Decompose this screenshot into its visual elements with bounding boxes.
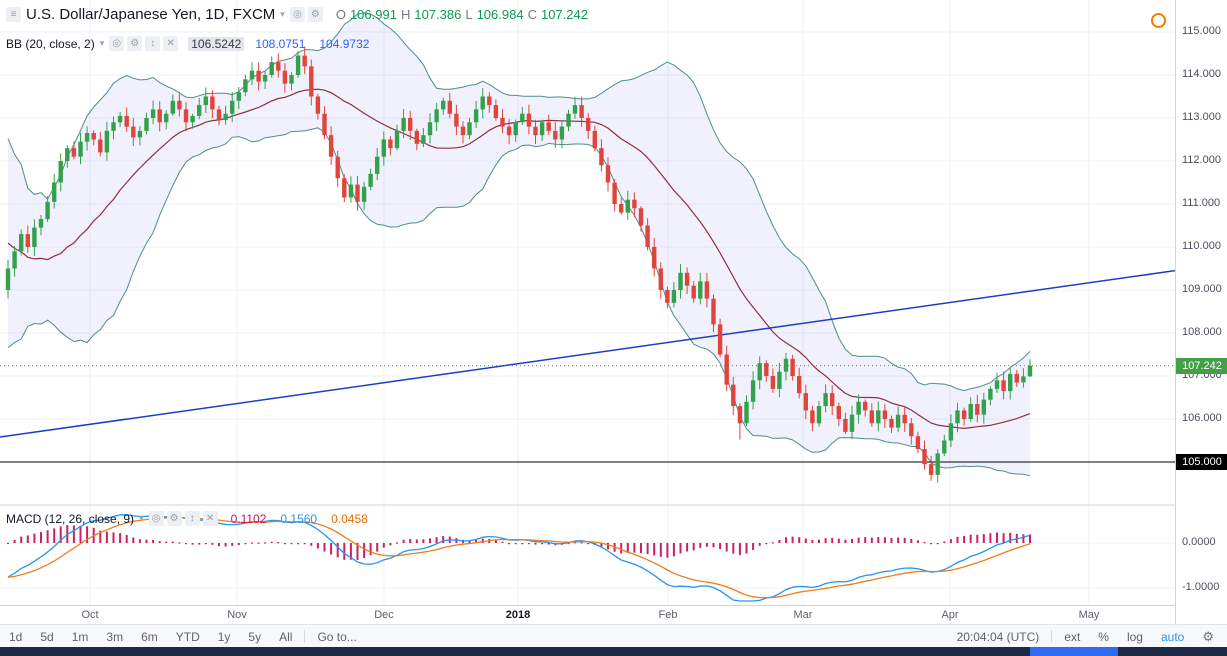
- symbol-menu-icon[interactable]: ≡: [6, 7, 21, 22]
- high-label: H: [400, 7, 411, 22]
- eye-icon[interactable]: ◎: [109, 36, 125, 51]
- toolbar-divider: [1051, 630, 1053, 643]
- macd-values: 0.1102 0.1560 0.0458: [228, 512, 371, 526]
- eye-icon[interactable]: ◎: [148, 511, 164, 526]
- time-axis-label: Oct: [81, 609, 99, 621]
- range-button-1y[interactable]: 1y: [217, 629, 231, 644]
- bb-indicator-label[interactable]: BB (20, close, 2): [6, 36, 95, 51]
- price-axis-label: 114.000: [1182, 68, 1221, 80]
- price-axis-label: 110.000: [1182, 240, 1221, 252]
- close-icon[interactable]: ✕: [163, 36, 179, 51]
- indicator-value: 108.0751: [255, 36, 306, 51]
- percent-scale-toggle[interactable]: %: [1098, 629, 1109, 644]
- symbol-title[interactable]: U.S. Dollar/Japanese Yen, 1D, FXCM: [26, 6, 276, 23]
- horizontal-scrollbar[interactable]: [0, 647, 1227, 656]
- range-button-5d[interactable]: 5d: [40, 629, 54, 644]
- price-axis-label: 106.000: [1182, 412, 1222, 424]
- eye-icon[interactable]: ◎: [289, 7, 305, 22]
- gear-icon[interactable]: ⚙: [127, 36, 143, 51]
- scrollbar-thumb[interactable]: [1030, 647, 1118, 656]
- bb-values: 106.5242 108.0751 104.9732: [188, 36, 372, 51]
- price-axis-label: 113.000: [1182, 111, 1221, 123]
- settings-gear-icon[interactable]: ⚙: [1202, 628, 1214, 644]
- close-icon[interactable]: ✕: [202, 511, 218, 526]
- time-axis-label: Apr: [941, 609, 959, 621]
- time-axis-label: Mar: [793, 609, 813, 621]
- close-label: C: [527, 7, 537, 22]
- last-price-badge: 107.242: [1176, 357, 1227, 374]
- price-axis-label: 108.000: [1182, 326, 1222, 338]
- close-value: 107.242: [540, 7, 588, 22]
- move-icon[interactable]: ↕: [145, 36, 161, 51]
- price-axis-label: 115.000: [1182, 25, 1221, 37]
- clock-timezone-button[interactable]: 20:04:04 (UTC): [956, 629, 1040, 644]
- indicator-value: 0.1560: [280, 511, 318, 526]
- goto-button[interactable]: Go to...: [317, 629, 357, 644]
- level-price-badge: 105.000: [1176, 454, 1227, 470]
- range-button-1m[interactable]: 1m: [71, 629, 89, 644]
- time-axis-label: Nov: [227, 609, 247, 621]
- auto-scale-toggle[interactable]: auto: [1160, 629, 1185, 644]
- time-axis-label: May: [1078, 609, 1100, 621]
- chevron-down-icon[interactable]: ▾: [99, 38, 105, 48]
- gear-icon[interactable]: ⚙: [307, 7, 323, 22]
- range-button-6m[interactable]: 6m: [141, 629, 158, 644]
- time-axis-label: 2018: [505, 609, 531, 621]
- range-button-3m[interactable]: 3m: [106, 629, 124, 644]
- indicator-value: 0.0458: [331, 511, 368, 526]
- indicator-value: 0.1102: [230, 511, 267, 526]
- price-axis-label: 109.000: [1182, 283, 1222, 295]
- range-button-group: 1d 5d 1m 3m 6m YTD 1y 5y All: [0, 630, 301, 644]
- low-value: 106.984: [476, 7, 524, 22]
- time-axis[interactable]: Oct Nov Dec 2018 Feb Mar Apr May: [0, 605, 1175, 625]
- symbol-legend: ≡ U.S. Dollar/Japanese Yen, 1D, FXCM ▾ ◎…: [6, 6, 588, 23]
- bottom-toolbar: 1d 5d 1m 3m 6m YTD 1y 5y All Go to... 20:04:04 (…: [0, 624, 1227, 648]
- ohlc-readout: O 106.991 H 107.386 L 106.984 C 107.242: [336, 7, 588, 22]
- macd-axis-label: 0.0000: [1182, 536, 1216, 548]
- range-button-ytd[interactable]: YTD: [175, 629, 200, 644]
- ext-hours-toggle[interactable]: ext: [1064, 629, 1081, 644]
- gear-icon[interactable]: ⚙: [166, 511, 182, 526]
- range-button-all[interactable]: All: [279, 629, 293, 644]
- range-button-1d[interactable]: 1d: [9, 629, 23, 644]
- macd-indicator-label[interactable]: MACD (12, 26, close, 9): [6, 511, 135, 526]
- range-button-5y[interactable]: 5y: [248, 629, 262, 644]
- log-scale-toggle[interactable]: log: [1126, 629, 1143, 644]
- chevron-down-icon[interactable]: ▾: [280, 9, 285, 19]
- bb-action-icons: ◎ ⚙ ↕ ✕: [109, 36, 179, 51]
- open-value: 106.991: [349, 7, 397, 22]
- toolbar-divider: [304, 630, 306, 643]
- toolbar-right-group: 20:04:04 (UTC) ext % log auto ⚙: [948, 629, 1227, 645]
- time-axis-label: Feb: [658, 609, 678, 621]
- time-axis-label: Dec: [374, 609, 394, 621]
- price-axis-label: 112.000: [1182, 154, 1221, 166]
- macd-indicator-legend: MACD (12, 26, close, 9) ▾ ◎ ⚙ ↕ ✕ 0.1102 0.1…: [6, 511, 371, 526]
- chevron-down-icon[interactable]: ▾: [139, 513, 144, 523]
- delayed-data-clock-icon[interactable]: [1151, 13, 1166, 28]
- macd-axis-label: -1.0000: [1182, 581, 1220, 593]
- price-chart-canvas[interactable]: [0, 0, 1175, 605]
- macd-action-icons: ◎ ⚙ ↕ ✕: [148, 511, 218, 526]
- indicator-value: 106.5242: [188, 36, 245, 51]
- symbol-action-icons: ◎ ⚙: [289, 7, 323, 22]
- low-label: L: [465, 7, 473, 22]
- price-axis-label: 111.000: [1182, 197, 1221, 209]
- high-value: 107.386: [414, 7, 462, 22]
- indicator-value: 104.9732: [319, 36, 370, 51]
- price-axis[interactable]: 107.242 105.000 115.000 114.000 113.000 112…: [1175, 0, 1227, 624]
- bb-indicator-legend: BB (20, close, 2) ▾ ◎ ⚙ ↕ ✕ 106.5242 108.075…: [6, 36, 372, 51]
- move-icon[interactable]: ↕: [184, 511, 200, 526]
- open-label: O: [335, 7, 346, 22]
